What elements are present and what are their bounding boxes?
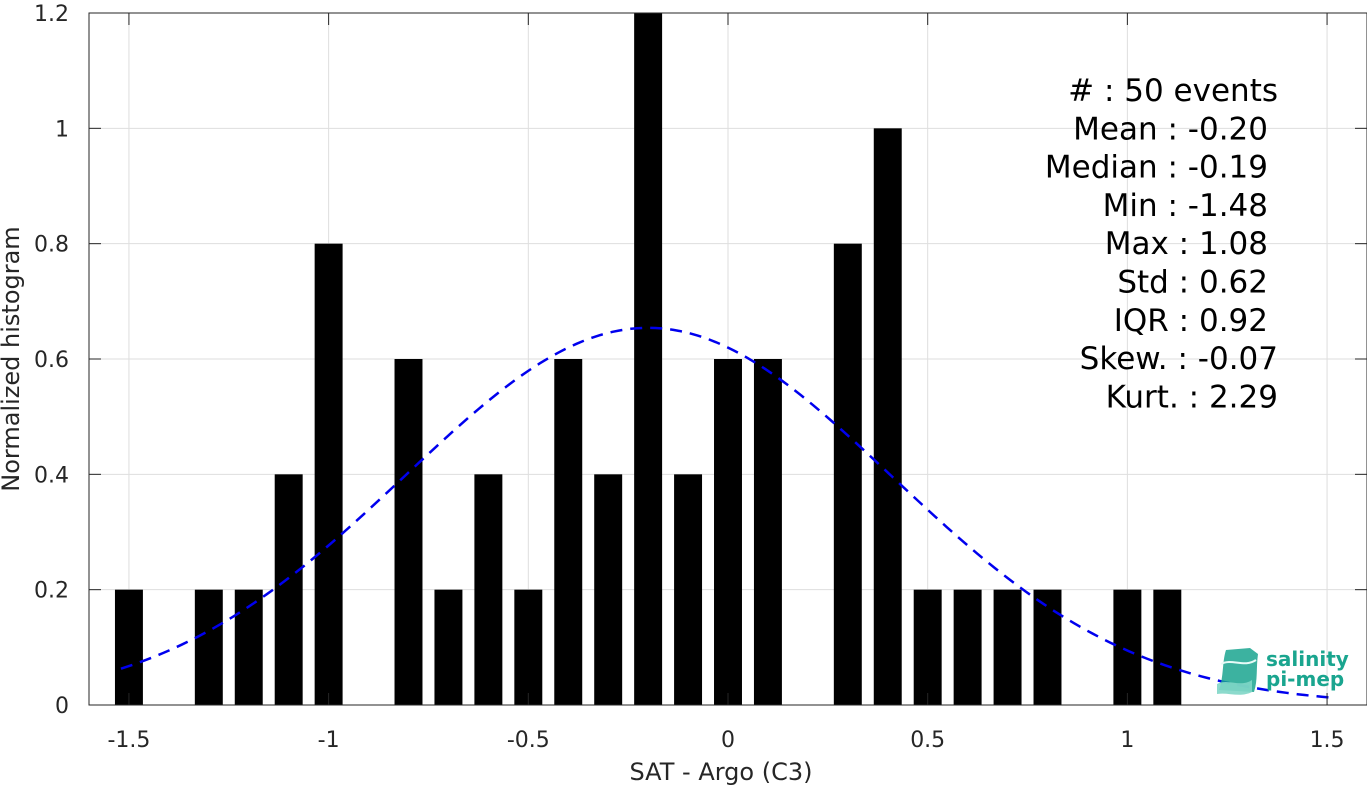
histogram-bar xyxy=(1153,589,1182,705)
statistic-line: # : 50 events xyxy=(1068,73,1278,109)
statistic-line: Mean : -0.20 xyxy=(1073,111,1268,147)
histogram-bar xyxy=(833,243,862,705)
statistic-line: Std : 0.62 xyxy=(1117,265,1268,301)
statistic-line: Kurt. : 2.29 xyxy=(1106,379,1278,415)
y-tick-label: 0.4 xyxy=(34,463,69,488)
x-tick-labels: -1.5 -1 -0.5 0 0.5 1 1.5 xyxy=(107,728,1344,753)
histogram-bar xyxy=(394,359,423,705)
histogram-bar xyxy=(993,589,1022,705)
histogram-bar xyxy=(514,589,543,705)
y-tick-label: 1.2 xyxy=(34,2,69,27)
histogram-bar xyxy=(753,359,782,705)
gaussian-fit-curve xyxy=(120,326,1336,700)
histogram-bar xyxy=(1113,589,1142,705)
histogram-bar xyxy=(114,589,143,705)
x-tick-label: 1 xyxy=(1120,728,1134,753)
statistic-line: Skew. : -0.07 xyxy=(1080,341,1278,377)
histogram-bar xyxy=(634,13,663,705)
x-tick-label: 0 xyxy=(721,728,735,753)
y-axis-label: Normalized histogram xyxy=(0,226,25,491)
logo-line-2: pi-mep xyxy=(1266,667,1344,691)
histogram-bar xyxy=(594,474,623,705)
x-axis-label: SAT - Argo (C3) xyxy=(630,758,813,786)
histogram-bar xyxy=(913,589,942,705)
histogram-bars xyxy=(114,13,1182,706)
salinity-pi-mep-logo: salinity pi-mep xyxy=(1217,647,1349,695)
histogram-bar xyxy=(873,128,902,706)
histogram-bar xyxy=(554,359,583,705)
histogram-bar xyxy=(674,474,703,705)
histogram-bar xyxy=(434,589,463,705)
x-tick-label: 1.5 xyxy=(1310,728,1345,753)
x-tick-label: -0.5 xyxy=(507,728,550,753)
histogram-bar xyxy=(474,474,503,705)
histogram-bar xyxy=(714,359,742,705)
y-tick-label: 0.8 xyxy=(34,233,69,258)
y-tick-label: 1 xyxy=(55,117,69,142)
histogram-bar xyxy=(953,589,982,705)
histogram-bar xyxy=(1033,589,1062,705)
statistic-line: IQR : 0.92 xyxy=(1114,303,1268,339)
histogram-bar xyxy=(194,589,223,705)
x-tick-label: -1 xyxy=(318,728,340,753)
statistic-line: Min : -1.48 xyxy=(1103,188,1268,224)
y-tick-label: 0 xyxy=(55,694,69,719)
statistic-line: Median : -0.19 xyxy=(1045,150,1268,186)
y-tick-labels: 0 0.2 0.4 0.6 0.8 1 1.2 xyxy=(34,2,69,719)
x-tick-label: -1.5 xyxy=(107,728,150,753)
x-tick-label: 0.5 xyxy=(910,728,945,753)
y-tick-label: 0.6 xyxy=(34,348,69,373)
y-tick-label: 0.2 xyxy=(34,579,69,604)
histogram-bar xyxy=(314,243,343,705)
axis-ticks xyxy=(89,12,1367,706)
histogram-bar xyxy=(234,589,263,705)
histogram-bar xyxy=(274,474,303,705)
statistic-line: Max : 1.08 xyxy=(1105,226,1268,262)
logo-line-1: salinity xyxy=(1266,647,1349,671)
